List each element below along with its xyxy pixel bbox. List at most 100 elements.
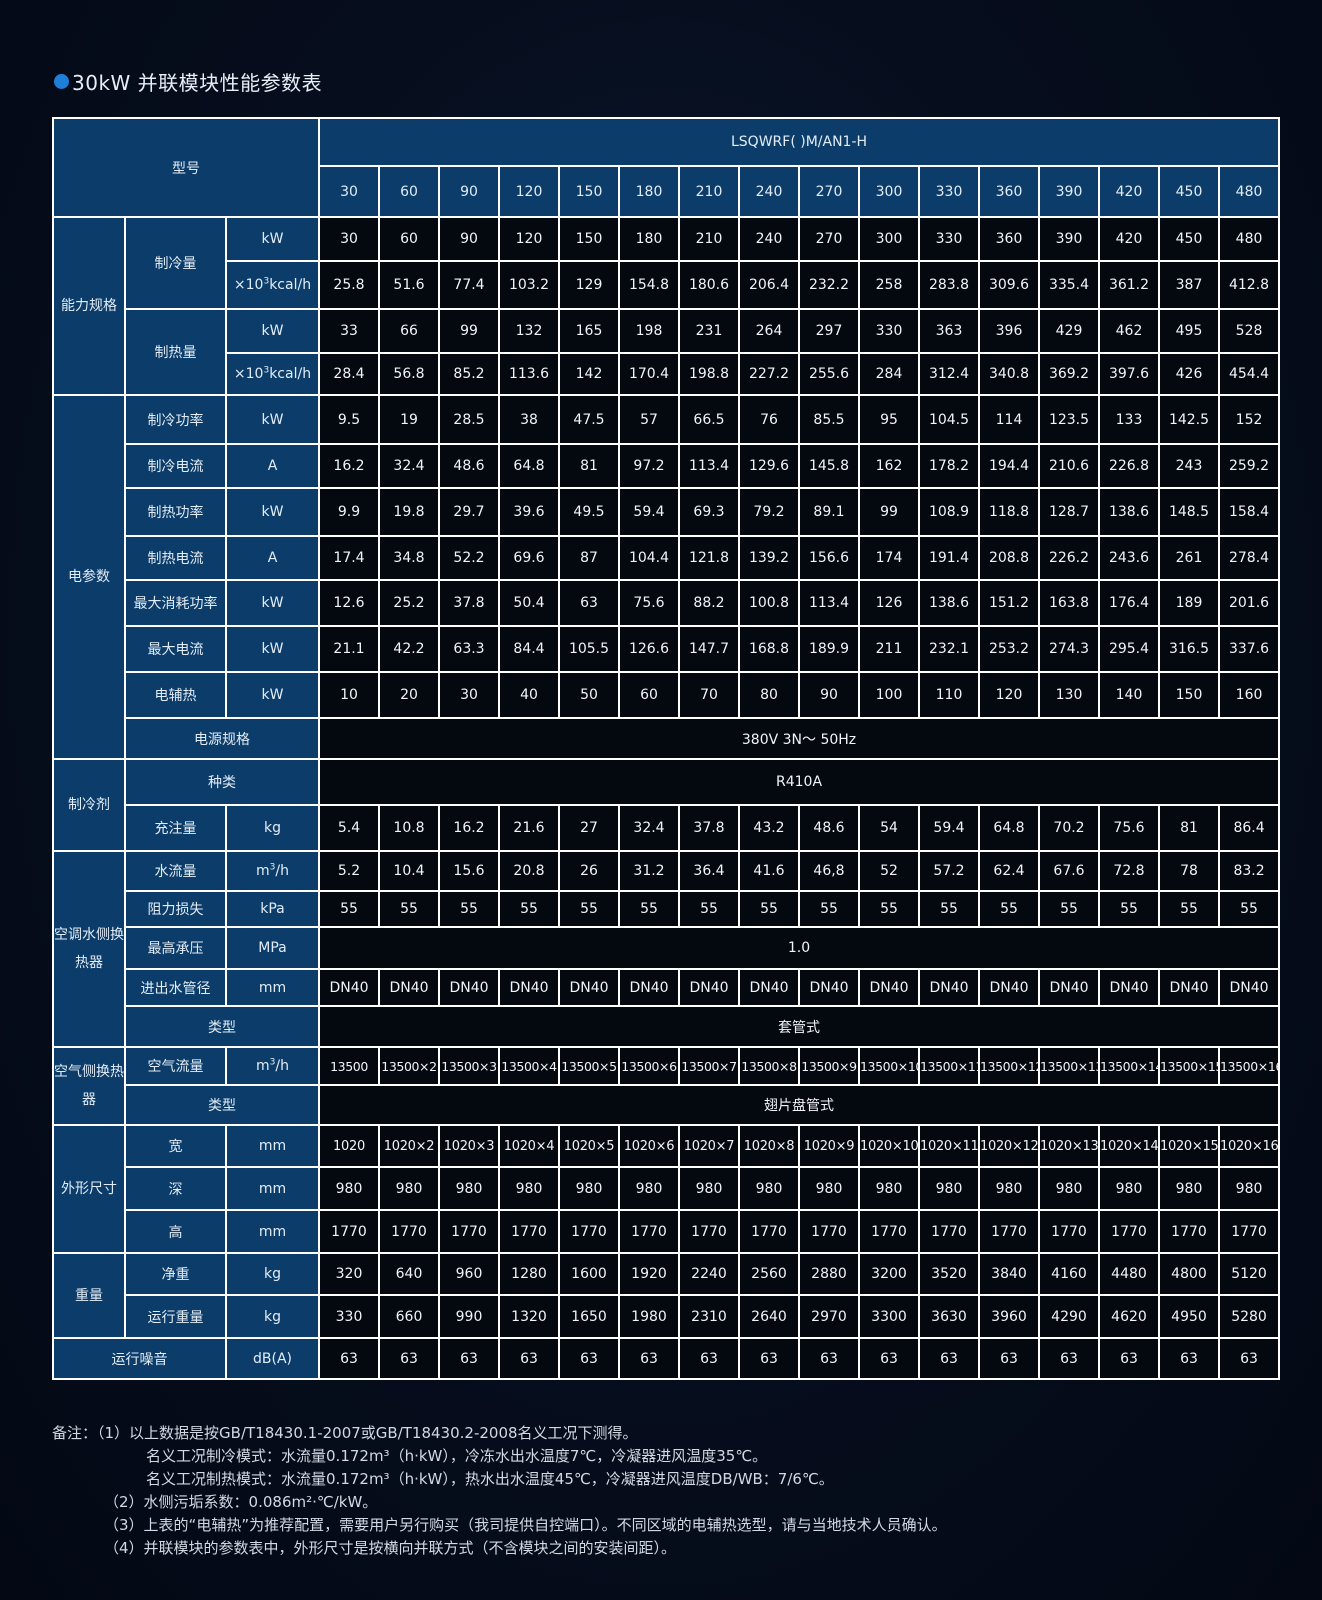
value-cell: 57.2 [918, 850, 980, 892]
value-cell: 70.2 [1038, 804, 1100, 852]
unit-cell: mm [225, 1166, 320, 1211]
value-cell: 128.7 [1038, 487, 1100, 537]
value-cell: 52.2 [438, 535, 500, 581]
value-cell: 1920 [618, 1252, 680, 1296]
note-1: 备注：（1）以上数据是按GB/T18430.1-2007或GB/T18430.2… [52, 1424, 638, 1442]
value-cell: 1770 [378, 1209, 440, 1254]
value-cell: 130 [1038, 671, 1100, 719]
model-number: 390 [1038, 165, 1100, 218]
value-cell: 108.9 [918, 487, 980, 537]
value-cell: 70 [678, 671, 740, 719]
value-cell: 12.6 [318, 579, 380, 627]
value-cell: 960 [438, 1252, 500, 1296]
param-label: 运行重量 [124, 1294, 227, 1339]
value-cell: 13500×6 [618, 1046, 680, 1086]
value-cell: 320 [318, 1252, 380, 1296]
table-row: 制热电流 A 17.4 34.8 52.2 69.6 87 104.4 121.8 139.2 15… [53, 535, 1281, 581]
value-cell: 50 [558, 671, 620, 719]
value-cell: 154.8 [618, 260, 680, 310]
value-cell: 48.6 [438, 443, 500, 489]
unit-suffix: kcal/h [269, 366, 312, 382]
unit-cell: kPa [225, 890, 320, 928]
value-cell: 178.2 [918, 443, 980, 489]
unit-exponent: 3 [263, 276, 270, 287]
note-1-cooling: 名义工况制冷模式：水流量0.172m³（h·kW），冷冻水出水温度7℃，冷凝器进… [146, 1447, 768, 1465]
table-row: 制冷电流 A 16.2 32.4 48.6 64.8 81 97.2 113.4 129.6 145… [53, 443, 1281, 489]
value-cell: 21.1 [318, 625, 380, 673]
value-cell: 1020×11 [918, 1124, 980, 1168]
value-cell: 261 [1158, 535, 1220, 581]
value-cell: DN40 [798, 968, 860, 1007]
value-cell: DN40 [318, 968, 380, 1007]
value-cell: DN40 [378, 968, 440, 1007]
refrigerant-type-value: R410A [317, 758, 1281, 806]
value-cell: 40 [498, 671, 560, 719]
value-cell: 5280 [1217, 1294, 1281, 1339]
value-cell: 113.4 [678, 443, 740, 489]
model-label: 型号 [52, 117, 320, 218]
cooling-capacity-label: 制冷量 [124, 216, 227, 310]
value-cell: 980 [1038, 1166, 1100, 1211]
value-cell: 55 [978, 890, 1040, 928]
value-cell: 189 [1158, 579, 1220, 627]
value-cell: 13500×5 [558, 1046, 620, 1086]
value-cell: 17.4 [318, 535, 380, 581]
value-cell: 29.7 [438, 487, 500, 537]
value-cell: 1020×10 [858, 1124, 920, 1168]
value-cell: 13500×4 [498, 1046, 560, 1086]
bullet-dot-icon [54, 73, 69, 89]
value-cell: 278.4 [1217, 535, 1281, 581]
unit-cell: m3/h [225, 850, 320, 892]
value-cell: 420 [1098, 216, 1160, 262]
table-row: 制热量 kW 33 66 99 132 165 198 231 264 297 330 363 396 42… [53, 308, 1281, 396]
model-number: 450 [1158, 165, 1220, 218]
value-cell: 75.6 [1098, 804, 1160, 852]
value-cell: 26 [558, 850, 620, 892]
value-cell: 429 [1038, 308, 1100, 354]
value-cell: 9.9 [318, 487, 380, 537]
value-cell: 55 [1098, 890, 1160, 928]
value-cell: 231 [678, 308, 740, 354]
value-cell: 120 [978, 671, 1040, 719]
value-cell: 85.5 [798, 394, 860, 445]
unit-exponent: 3 [269, 862, 276, 873]
param-label: 净重 [124, 1252, 227, 1296]
value-cell: 19.8 [378, 487, 440, 537]
value-cell: 48.6 [798, 804, 860, 852]
value-cell: 105.5 [558, 625, 620, 673]
value-cell: 258 [858, 260, 920, 310]
value-cell: 4950 [1158, 1294, 1220, 1339]
value-cell: DN40 [498, 968, 560, 1007]
value-cell: 67.6 [1038, 850, 1100, 892]
value-cell: DN40 [1158, 968, 1220, 1007]
value-cell: 240 [738, 216, 800, 262]
unit-cell: mm [225, 1209, 320, 1254]
value-cell: 412.8 [1217, 260, 1281, 310]
value-cell: 90 [798, 671, 860, 719]
value-cell: 259.2 [1217, 443, 1281, 489]
value-cell: 390 [1038, 216, 1100, 262]
value-cell: 63 [318, 1337, 380, 1380]
value-cell: 60 [618, 671, 680, 719]
value-cell: 62.4 [978, 850, 1040, 892]
value-cell: 13500×11 [918, 1046, 980, 1086]
value-cell: 83.2 [1217, 850, 1281, 892]
value-cell: 226.2 [1038, 535, 1100, 581]
value-cell: 63 [618, 1337, 680, 1380]
value-cell: 99 [438, 308, 500, 354]
value-cell: 1980 [618, 1294, 680, 1339]
value-cell: 55 [318, 890, 380, 928]
param-label: 宽 [124, 1124, 227, 1168]
value-cell: 113.6 [498, 352, 560, 396]
value-cell: 32.4 [618, 804, 680, 852]
value-cell: 64.8 [978, 804, 1040, 852]
value-cell: 980 [558, 1166, 620, 1211]
value-cell: 158.4 [1217, 487, 1281, 537]
unit-cell: kg [225, 1252, 320, 1296]
model-number: 210 [678, 165, 740, 218]
value-cell: 37.8 [678, 804, 740, 852]
value-cell: 55 [798, 890, 860, 928]
value-cell: 49.5 [558, 487, 620, 537]
value-cell: 206.4 [738, 260, 800, 310]
note-1-heating: 名义工况制热模式：水流量0.172m³（h·kW），热水出水温度45℃，冷凝器进… [146, 1470, 834, 1488]
